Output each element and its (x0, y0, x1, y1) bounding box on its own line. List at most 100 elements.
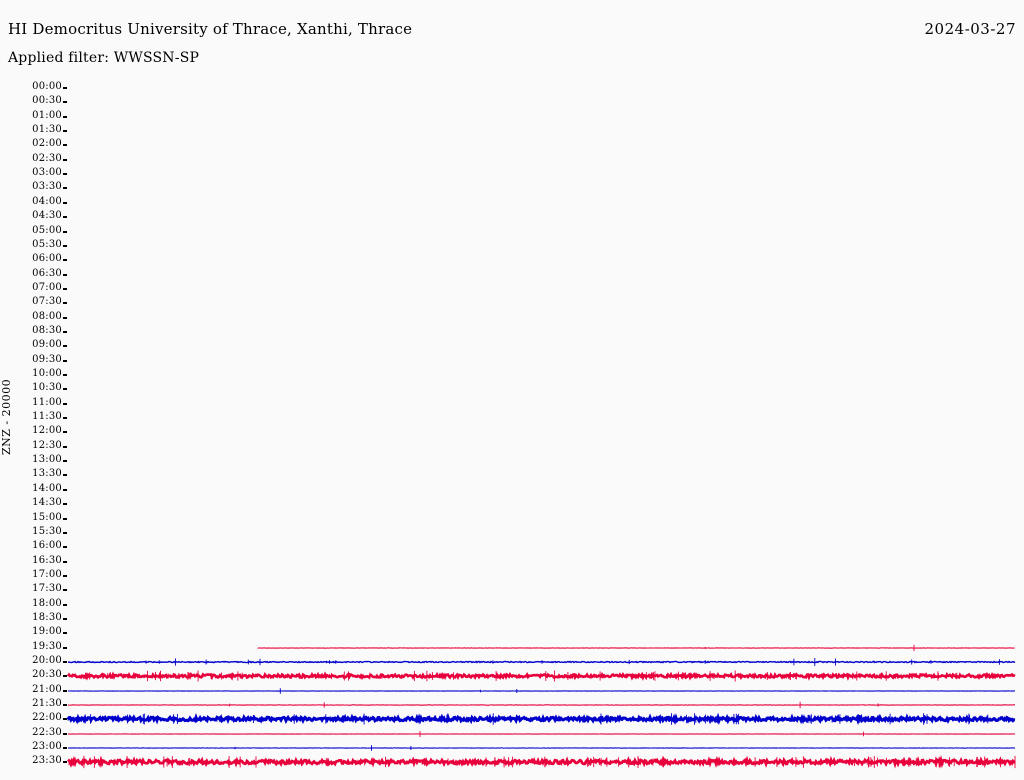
axis-tick-mark (63, 488, 67, 491)
axis-tick-mark (63, 431, 67, 434)
time-axis-label: 13:00 (32, 454, 62, 466)
axis-tick-mark (63, 302, 67, 305)
axis-tick-mark (63, 216, 67, 219)
axis-tick-mark (63, 230, 67, 233)
axis-tick-mark (63, 445, 67, 448)
trace-row: 16:00 (0, 541, 1024, 555)
trace-row: 05:00 (0, 224, 1024, 240)
axis-tick-mark (63, 474, 67, 477)
time-axis-label: 17:00 (32, 568, 62, 580)
trace-row: 02:00 (0, 139, 1024, 153)
axis-tick-mark (63, 589, 67, 592)
trace-baseline (67, 755, 1016, 770)
time-axis-label: 11:30 (32, 411, 62, 423)
axis-tick-mark (63, 747, 67, 750)
time-axis-label: 16:00 (32, 540, 62, 552)
time-axis-label: 21:30 (32, 698, 62, 710)
axis-tick-mark (63, 517, 67, 520)
time-axis-label: 20:30 (32, 669, 62, 681)
axis-tick-mark (63, 402, 67, 405)
trace-row: 03:30 (0, 182, 1024, 196)
seismic-trace (66, 713, 1016, 726)
seismic-trace (67, 755, 1016, 770)
axis-tick-mark (63, 201, 67, 204)
time-axis-label: 18:00 (32, 597, 62, 609)
trace-row: 05:30 (0, 239, 1024, 254)
trace-row: 07:00 (0, 281, 1024, 297)
trace-row: 12:00 (0, 426, 1024, 440)
helicorder-plot: 00:00 00:30 01:00 01:30 02:00 02:30 03:00 03:30… (0, 78, 1024, 778)
trace-row: 21:00 (0, 684, 1024, 699)
time-axis-label: 22:30 (32, 726, 62, 738)
trace-row: 15:30 (0, 526, 1024, 541)
time-axis-label: 18:30 (32, 611, 62, 623)
trace-row: 09:30 (0, 353, 1024, 369)
axis-tick-mark (63, 646, 67, 649)
trace-row: 06:00 (0, 254, 1024, 268)
axis-tick-mark (63, 316, 67, 319)
trace-row: 09:00 (0, 340, 1024, 354)
trace-row: 12:30 (0, 439, 1024, 455)
trace-row: 16:30 (0, 555, 1024, 570)
time-axis-label: 14:00 (32, 482, 62, 494)
axis-tick-mark (63, 259, 67, 262)
trace-row: 06:30 (0, 268, 1024, 283)
time-axis-label: 06:00 (32, 253, 62, 265)
time-axis-label: 07:00 (32, 281, 62, 293)
trace-baseline (66, 671, 1016, 682)
axis-tick-mark (63, 417, 67, 420)
time-axis-label: 10:00 (32, 368, 62, 379)
axis-tick-mark (63, 130, 67, 133)
axis-tick-mark (63, 689, 67, 692)
trace-row: 00:00 (0, 82, 1024, 96)
time-axis-label: 22:00 (32, 712, 62, 724)
trace-row: 08:30 (0, 325, 1024, 340)
trace-row: 18:30 (0, 611, 1024, 627)
axis-tick-mark (63, 115, 67, 118)
trace-row: 04:00 (0, 196, 1024, 211)
trace-row: 20:30 (0, 670, 1024, 684)
time-axis-label: 23:00 (32, 741, 62, 753)
axis-tick-mark (63, 374, 67, 376)
axis-tick-mark (63, 661, 67, 663)
trace-row: 23:00 (0, 742, 1024, 756)
trace-row: 14:30 (0, 498, 1024, 512)
time-axis-label: 20:00 (32, 655, 62, 666)
seismic-trace (67, 701, 1016, 709)
applied-filter-label: Applied filter: WWSSN-SP (8, 50, 200, 66)
time-axis-label: 00:00 (32, 81, 62, 92)
axis-tick-mark (63, 287, 67, 290)
seismic-trace (67, 745, 1016, 752)
axis-tick-mark (63, 158, 67, 161)
record-date: 2024-03-27 (924, 20, 1016, 38)
trace-row: 03:00 (0, 168, 1024, 182)
trace-row: 19:30 (0, 641, 1024, 656)
trace-row: 19:00 (0, 627, 1024, 641)
seismic-trace (67, 657, 1016, 667)
axis-tick-mark (63, 388, 67, 391)
axis-tick-mark (63, 273, 67, 276)
trace-row: 10:30 (0, 383, 1024, 397)
axis-tick-mark (63, 718, 67, 721)
time-axis-label: 00:30 (32, 95, 62, 107)
trace-row: 04:30 (0, 211, 1024, 225)
axis-tick-mark (63, 359, 67, 362)
trace-row: 01:00 (0, 110, 1024, 125)
time-axis-label: 05:00 (32, 224, 62, 236)
time-axis-label: 10:30 (32, 382, 62, 394)
time-axis-label: 13:30 (32, 468, 62, 480)
time-axis-label: 23:30 (32, 755, 62, 767)
trace-row: 02:30 (0, 153, 1024, 168)
trace-baseline (66, 713, 1016, 726)
trace-row: 22:30 (0, 726, 1024, 742)
time-axis-label: 07:30 (32, 296, 62, 308)
time-axis-label: 12:30 (32, 439, 62, 451)
page-title: HI Democritus University of Thrace, Xant… (8, 20, 413, 38)
time-axis-label: 09:30 (32, 353, 62, 365)
time-axis-label: 14:30 (32, 497, 62, 509)
axis-tick-mark (63, 546, 67, 549)
axis-tick-mark (63, 603, 67, 606)
trace-baseline (67, 660, 1016, 664)
trace-row: 14:00 (0, 482, 1024, 498)
seismic-trace (257, 644, 1015, 651)
